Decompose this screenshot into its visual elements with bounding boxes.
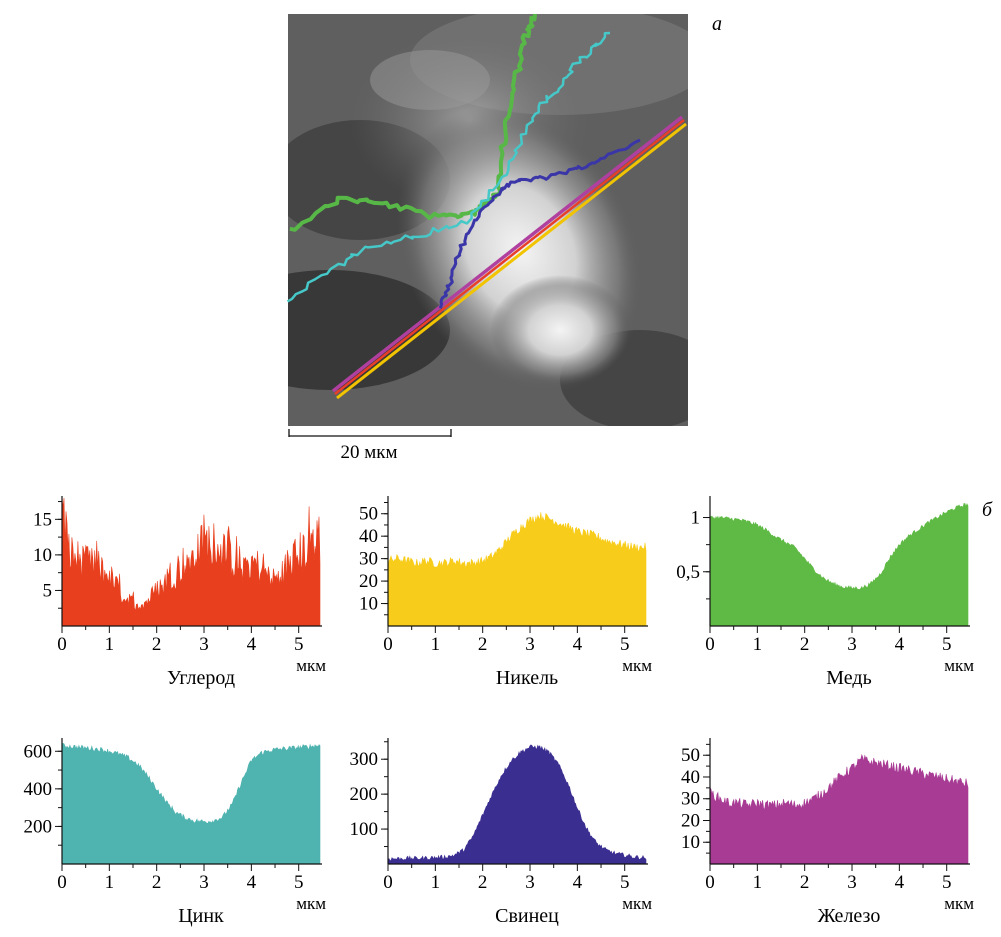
x-tick-label: 1: [105, 634, 115, 655]
y-tick-label: 100: [350, 819, 379, 840]
trace-cyan: [286, 31, 611, 303]
x-tick-label: 1: [105, 872, 115, 893]
chart-zinc: 0 1 2 3 4 5 200 400 600 мкм Цинк: [24, 738, 326, 927]
y-tick-label: 20: [359, 571, 378, 592]
scan-line-yellow: [336, 122, 687, 400]
x-tick-label: 3: [199, 872, 209, 893]
y-tick-label: 15: [33, 509, 52, 530]
x-tick-label: 2: [800, 634, 810, 655]
element-name: Углерод: [167, 667, 235, 689]
y-tick-label: 30: [681, 789, 700, 810]
scan-line-magenta: [331, 115, 684, 393]
x-tick-label: 4: [895, 872, 905, 893]
y-tick-label: 5: [43, 580, 53, 601]
x-tick-label: 4: [895, 634, 905, 655]
element-name: Свинец: [495, 905, 559, 927]
profile-area-carbon: [61, 497, 321, 627]
x-tick-label: 4: [573, 634, 583, 655]
sem-image: [288, 14, 688, 426]
y-tick-label: 0,5: [676, 562, 700, 583]
x-axis-unit: мкм: [622, 894, 652, 913]
x-tick-label: 5: [942, 634, 952, 655]
y-tick-label: 10: [681, 832, 700, 853]
x-tick-label: 4: [247, 872, 257, 893]
y-tick-label: 30: [359, 549, 378, 570]
x-tick-label: 2: [478, 634, 488, 655]
scale-bar-label: 20 мкм: [340, 442, 397, 463]
x-tick-label: 5: [294, 634, 304, 655]
chart-lead: 0 1 2 3 4 5 100 200 300 мкм Свинец: [350, 738, 652, 927]
x-tick-label: 3: [525, 872, 535, 893]
x-tick-label: 1: [753, 872, 763, 893]
profile-area-copper: [709, 503, 969, 627]
y-tick-label: 40: [359, 526, 378, 547]
x-axis-unit: мкм: [944, 656, 974, 675]
x-tick-label: 0: [705, 634, 715, 655]
x-tick-label: 0: [57, 872, 67, 893]
x-tick-label: 3: [199, 634, 209, 655]
x-tick-label: 1: [753, 634, 763, 655]
x-tick-label: 4: [573, 872, 583, 893]
x-tick-label: 3: [847, 872, 857, 893]
profile-area-nickel: [387, 512, 647, 627]
element-name: Медь: [826, 667, 871, 689]
trace-blue: [438, 138, 641, 309]
panel-label-a: а: [712, 13, 722, 35]
x-tick-label: 5: [294, 872, 304, 893]
scale-bar: [288, 429, 452, 437]
micrograph-panel: а 20 мкм: [286, 13, 722, 463]
x-axis-unit: мкм: [296, 894, 326, 913]
y-tick-label: 400: [24, 779, 53, 800]
y-tick-label: 40: [681, 767, 700, 788]
element-name: Цинк: [178, 905, 224, 927]
profile-area-lead: [387, 744, 647, 865]
x-tick-label: 0: [705, 872, 715, 893]
y-tick-label: 10: [359, 594, 378, 615]
y-tick-label: 200: [350, 784, 379, 805]
x-tick-label: 2: [152, 872, 162, 893]
x-tick-label: 5: [942, 872, 952, 893]
x-tick-label: 2: [152, 634, 162, 655]
x-tick-label: 0: [383, 634, 393, 655]
y-tick-label: 10: [33, 545, 52, 566]
x-axis-unit: мкм: [622, 656, 652, 675]
y-tick-label: 50: [681, 745, 700, 766]
x-tick-label: 3: [847, 634, 857, 655]
x-tick-label: 2: [800, 872, 810, 893]
element-name: Железо: [818, 905, 881, 927]
x-tick-label: 0: [57, 634, 67, 655]
profile-area-iron: [709, 753, 969, 865]
y-tick-label: 600: [24, 741, 53, 762]
x-axis-unit: мкм: [944, 894, 974, 913]
x-tick-label: 3: [525, 634, 535, 655]
scan-line-red: [334, 119, 685, 395]
x-tick-label: 5: [620, 634, 630, 655]
element-name: Никель: [496, 667, 558, 689]
x-tick-label: 4: [247, 634, 257, 655]
y-tick-label: 1: [691, 508, 701, 529]
x-tick-label: 5: [620, 872, 630, 893]
y-tick-label: 300: [350, 749, 379, 770]
y-tick-label: 20: [681, 810, 700, 831]
x-tick-label: 1: [431, 872, 441, 893]
y-tick-label: 200: [24, 816, 53, 837]
x-tick-label: 0: [383, 872, 393, 893]
panel-label-b: б: [982, 499, 993, 521]
y-tick-label: 50: [359, 504, 378, 525]
x-tick-label: 2: [478, 872, 488, 893]
x-tick-label: 1: [431, 634, 441, 655]
chart-carbon: 0 1 2 3 4 5 5 10 15 мкм Углерод: [33, 496, 326, 689]
line-scan-traces: [286, 13, 687, 400]
x-axis-unit: мкм: [296, 656, 326, 675]
profile-area-zinc: [61, 743, 321, 865]
chart-copper: 0 1 2 3 4 5 0,5 1 мкм Медь: [676, 496, 974, 689]
